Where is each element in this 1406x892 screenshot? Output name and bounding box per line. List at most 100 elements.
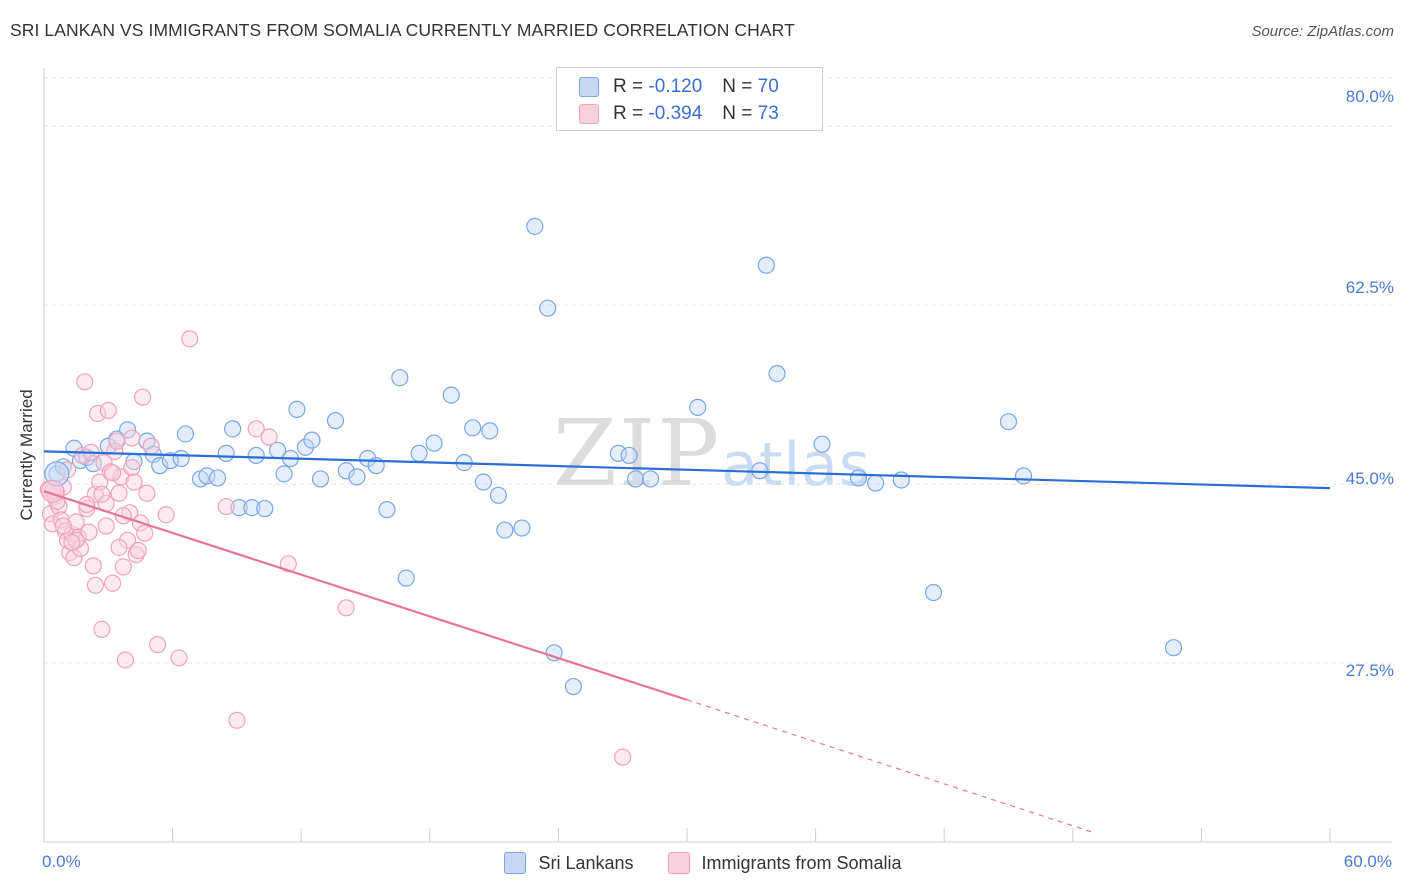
r-value: -0.120 — [648, 76, 703, 97]
sri-lankan-point — [442, 386, 460, 404]
somalia-point — [116, 651, 135, 669]
sri-lankan-point — [337, 462, 355, 480]
somalia-point — [106, 442, 124, 460]
somalia-point — [110, 538, 128, 557]
sri-lankan-point — [564, 677, 583, 696]
chart-title: SRI LANKAN VS IMMIGRANTS FROM SOMALIA CU… — [10, 20, 795, 40]
correlation-legend: R = -0.120 N = 70 R = -0.394 N = 73 — [556, 67, 823, 131]
sri-lankan-point — [296, 438, 315, 456]
somalia-point — [54, 517, 72, 535]
somalia-point — [93, 485, 111, 503]
somalia-point — [118, 531, 137, 549]
somalia-point — [279, 555, 297, 573]
sri-lankan-point — [326, 412, 345, 430]
sri-lankan-point — [1014, 467, 1033, 485]
sri-lankan-point — [609, 444, 628, 462]
somalia-point — [43, 515, 62, 533]
legend-row-sri-lankans: R = -0.120 N = 70 — [579, 76, 779, 98]
n-value: 70 — [757, 76, 779, 97]
somalia-point — [136, 524, 154, 542]
somalia-point — [97, 517, 115, 535]
somalia-point — [260, 428, 278, 446]
somalia-point — [170, 649, 188, 667]
somalia-point — [71, 539, 90, 558]
y-tick-label: 45.0% — [1345, 469, 1394, 488]
legend-label: Immigrants from Somalia — [701, 852, 902, 873]
somalia-point — [181, 330, 199, 348]
sri-lankan-point — [275, 465, 293, 483]
legend-swatch-pink — [667, 852, 690, 874]
sri-lankan-point — [172, 449, 190, 468]
somalia-point — [123, 459, 141, 477]
sri-lankan-point — [545, 644, 563, 662]
somalia-point — [614, 748, 632, 766]
sri-lankan-point — [311, 470, 330, 488]
somalia-point — [80, 523, 98, 541]
somalia-point — [114, 558, 132, 576]
n-label: N = — [722, 76, 753, 97]
y-tick-label: 27.5% — [1345, 661, 1394, 680]
somalia-point — [88, 404, 107, 423]
n-label: N = — [722, 103, 753, 124]
sri-lankan-point — [513, 519, 531, 537]
sri-lankan-point — [209, 469, 227, 487]
sri-lankan-point — [924, 583, 943, 602]
sri-lankan-point — [247, 446, 265, 465]
legend-item-sri-lankans: Sri Lankans — [504, 852, 634, 874]
r-value: -0.394 — [648, 103, 703, 124]
somalia-trendline-extension — [686, 699, 1095, 834]
somalia-point — [110, 484, 128, 502]
y-tick-label: 80.0% — [1345, 87, 1394, 106]
sri-lankan-point — [1164, 639, 1183, 657]
watermark: ZIPatlas — [553, 400, 871, 507]
somalia-point — [129, 541, 147, 560]
sri-lankan-point — [464, 419, 482, 437]
n-value: 73 — [757, 103, 779, 124]
sri-lankan-point — [892, 471, 910, 489]
r-label: R = — [613, 103, 644, 124]
legend-label: Sri Lankans — [538, 852, 634, 873]
sri-lankan-point — [489, 486, 507, 504]
sri-lankan-point — [303, 431, 321, 449]
somalia-trendline — [43, 490, 688, 701]
somalia-point — [217, 497, 235, 516]
sri-lankan-point — [689, 398, 707, 416]
sri-lankan-point — [230, 498, 248, 517]
somalia-point — [99, 401, 117, 420]
x-tick-label: 0.0% — [42, 852, 81, 871]
legend-row-somalia: R = -0.394 N = 73 — [579, 103, 779, 125]
somalia-point — [133, 388, 152, 406]
sri-lankan-point — [391, 369, 409, 387]
somalia-point — [337, 599, 355, 617]
sri-lankan-point — [176, 425, 195, 443]
sri-lankan-point — [359, 449, 377, 468]
sri-lankan-point — [397, 569, 415, 587]
watermark-zip: ZIP — [553, 400, 722, 507]
somalia-point — [86, 576, 105, 594]
sri-lankan-point — [757, 256, 775, 274]
legend-swatch-pink — [579, 104, 599, 124]
r-label: R = — [613, 76, 644, 97]
legend-item-somalia: Immigrants from Somalia — [667, 852, 902, 874]
sri-lankan-point — [999, 413, 1018, 431]
somalia-point — [93, 620, 111, 638]
somalia-point — [114, 507, 132, 525]
source-label: Source: ZipAtlas.com — [1251, 23, 1394, 40]
somalia-point — [108, 432, 126, 450]
sri-lankan-point — [849, 469, 868, 487]
somalia-point — [247, 420, 265, 438]
sri-lankan-point — [161, 451, 180, 470]
sri-lankan-point — [496, 521, 514, 539]
series-legend: Sri Lankans Immigrants from Somalia — [0, 852, 1406, 874]
somalia-point — [76, 373, 94, 391]
y-tick-label: 62.5% — [1345, 278, 1394, 297]
sri-lankan-point — [474, 473, 492, 491]
legend-swatch-blue — [579, 77, 599, 97]
sri-lankan-point — [768, 365, 786, 383]
sri-lankan-point — [198, 467, 216, 485]
sri-lankan-point — [539, 299, 557, 317]
sri-lankan-point — [151, 457, 169, 475]
somalia-point — [84, 557, 102, 575]
sri-lankan-point — [641, 470, 660, 488]
